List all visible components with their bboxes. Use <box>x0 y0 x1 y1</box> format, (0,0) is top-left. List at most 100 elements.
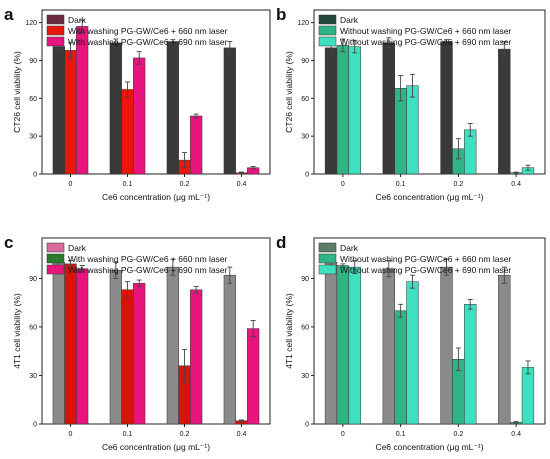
chart-panel-d: d 0 30 60 90 4T1 cell viability (%) 0 0.1 0.2 0.4… <box>276 233 546 452</box>
y-tick-label: 90 <box>301 58 309 65</box>
x-tick-label: 0.1 <box>123 181 133 188</box>
bar-series0-cat1 <box>109 42 122 175</box>
error-bar-series1-cat2 <box>182 349 187 383</box>
legend-label-2: With washing PG-GW/Ce6 + 690 nm laser <box>68 37 228 47</box>
bar-series2-cat2 <box>190 289 203 425</box>
legend-swatch-0 <box>318 14 337 25</box>
bar-series0-cat1 <box>382 268 395 425</box>
bar-series1-cat1 <box>121 89 134 175</box>
chart-panel-a: a 0 30 60 90 120 CT26 cell viability (%) 0 0.1 0.… <box>4 5 271 202</box>
y-tick-label: 0 <box>305 422 309 429</box>
error-bar-series0-cat3 <box>501 266 507 284</box>
x-axis-label: Ce6 concentration (μg mL⁻¹) <box>375 192 483 202</box>
y-tick-label: 30 <box>29 373 37 380</box>
error-bar-series1-cat1 <box>125 81 130 98</box>
legend-label-1: Without washing PG-GW/Ce6 + 660 nm laser <box>340 254 511 264</box>
legend-swatch-2 <box>46 264 65 275</box>
bar-series0-cat2 <box>166 266 179 425</box>
legend-label-2: With washing PG-GW/Ce6 + 690 nm laser <box>68 265 228 275</box>
x-tick-label: 0 <box>341 431 345 438</box>
error-bar-series1-cat0 <box>340 263 346 268</box>
x-axis-label: Ce6 concentration (μg mL⁻¹) <box>375 442 483 452</box>
bar-series1-cat0 <box>64 50 77 175</box>
bar-series0-cat2 <box>440 266 453 425</box>
bar-series0-cat0 <box>324 47 338 175</box>
legend-swatch-1 <box>46 25 65 36</box>
bar-series0-cat3 <box>223 274 236 425</box>
bar-series1-cat0 <box>336 45 350 175</box>
chart-panel-c: c 0 30 60 90 4T1 cell viability (%) 0 0.1 0.2 0.4… <box>4 233 271 452</box>
bar-series1-cat0 <box>336 265 350 425</box>
y-tick-label: 30 <box>301 134 309 141</box>
y-tick-label: 90 <box>29 58 37 65</box>
y-tick-label: 0 <box>33 172 37 179</box>
panel-letter: b <box>276 5 286 24</box>
legend-swatch-0 <box>46 242 65 253</box>
x-tick-label: 0.4 <box>237 181 247 188</box>
error-bar-series1-cat0 <box>68 260 73 268</box>
x-tick-label: 0.2 <box>454 431 464 438</box>
x-tick-label: 0.4 <box>511 181 521 188</box>
error-bar-series0-cat2 <box>170 258 176 276</box>
error-bar-series2-cat2 <box>467 123 473 137</box>
bar-series2-cat3 <box>247 328 260 425</box>
error-bar-series2-cat2 <box>193 113 199 119</box>
bar-series0-cat0 <box>52 46 65 175</box>
bar-series0-cat2 <box>166 41 179 175</box>
error-bar-series1-cat1 <box>125 281 130 299</box>
error-bar-series1-cat3 <box>513 171 519 174</box>
plot-frame <box>313 237 546 425</box>
legend-label-1: With washing PG-GW/Ce6 + 660 nm laser <box>68 26 228 36</box>
y-axis-label: 4T1 cell viability (%) <box>284 293 294 369</box>
error-bar-series1-cat0 <box>340 38 346 53</box>
plot-frame <box>313 9 546 175</box>
x-tick-label: 0 <box>341 181 345 188</box>
legend-swatch-2 <box>318 36 337 47</box>
bar-series1-cat1 <box>121 289 134 425</box>
error-bar-series2-cat3 <box>525 360 531 375</box>
error-bar-series0-cat1 <box>386 260 392 278</box>
bar-series0-cat0 <box>324 262 338 425</box>
error-bar-series1-cat3 <box>239 171 244 174</box>
legend-swatch-0 <box>46 14 65 25</box>
bar-series2-cat0 <box>76 26 89 175</box>
y-tick-label: 90 <box>29 276 37 283</box>
error-bar-series1-cat2 <box>455 138 461 160</box>
x-axis-label: Ce6 concentration (μg mL⁻¹) <box>102 192 210 202</box>
legend-swatch-0 <box>318 242 337 253</box>
panel-letter: a <box>4 5 14 24</box>
legend-swatch-2 <box>46 36 65 47</box>
y-tick-label: 0 <box>305 172 309 179</box>
legend-swatch-1 <box>318 25 337 36</box>
error-bar-series0-cat3 <box>227 41 233 55</box>
bar-series2-cat1 <box>133 283 146 425</box>
y-tick-label: 120 <box>25 20 37 27</box>
error-bar-series0-cat2 <box>444 39 450 44</box>
error-bar-series1-cat2 <box>182 152 187 169</box>
bar-series0-cat3 <box>498 274 511 425</box>
error-bar-series2-cat1 <box>136 279 142 287</box>
y-tick-label: 90 <box>301 276 309 283</box>
error-bar-series1-cat3 <box>239 419 244 423</box>
panel-letter: d <box>276 233 286 252</box>
legend-label-0: Dark <box>68 243 87 253</box>
legend-label-2: Without washing PG-GW/Ce6 + 690 nm laser <box>340 265 511 275</box>
y-tick-label: 60 <box>301 96 309 103</box>
error-bar-series0-cat1 <box>386 37 392 49</box>
bar-series1-cat0 <box>64 263 77 425</box>
bar-series2-cat1 <box>406 85 419 175</box>
x-tick-label: 0.1 <box>396 181 406 188</box>
legend-label-0: Dark <box>340 15 359 25</box>
x-tick-label: 0.2 <box>180 431 190 438</box>
error-bar-series2-cat2 <box>193 286 199 294</box>
x-tick-label: 0.4 <box>511 431 521 438</box>
error-bar-series2-cat0 <box>352 260 358 275</box>
error-bar-series2-cat1 <box>136 51 142 65</box>
bar-series2-cat0 <box>76 268 89 425</box>
error-bar-series1-cat2 <box>455 347 461 372</box>
error-bar-series0-cat1 <box>113 38 119 48</box>
error-bar-series2-cat3 <box>250 165 256 170</box>
